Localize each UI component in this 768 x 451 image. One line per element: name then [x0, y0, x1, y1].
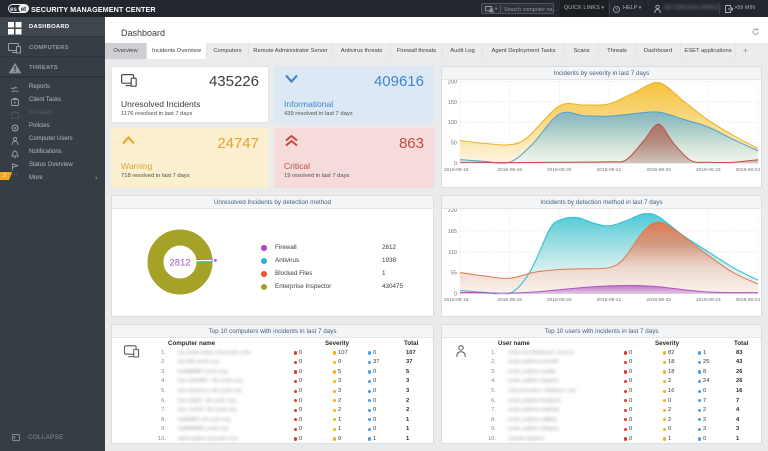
svg-text:55: 55	[451, 271, 457, 277]
svg-text:2018-08-22: 2018-08-22	[646, 297, 671, 303]
svg-text:2018-08-18: 2018-08-18	[444, 297, 469, 303]
svg-text:es: es	[10, 7, 17, 13]
svg-text:2018-08-23: 2018-08-23	[696, 297, 721, 303]
svg-text:2018-08-20: 2018-08-20	[547, 167, 572, 173]
svg-text:2018-08-22: 2018-08-22	[646, 167, 671, 173]
svg-text:110: 110	[448, 250, 457, 256]
svg-text:2018-08-23: 2018-08-23	[696, 167, 721, 173]
svg-text:50: 50	[451, 141, 457, 147]
svg-text:0: 0	[454, 292, 457, 298]
svg-text:2018-08-19: 2018-08-19	[497, 297, 522, 303]
svg-text:220: 220	[448, 209, 457, 214]
svg-text:et: et	[21, 7, 26, 13]
svg-text:2018-08-24: 2018-08-24	[735, 167, 760, 173]
svg-text:200: 200	[448, 80, 457, 86]
svg-text:2018-08-18: 2018-08-18	[444, 167, 469, 173]
svg-text:100: 100	[448, 120, 457, 126]
svg-text:2018-08-21: 2018-08-21	[597, 297, 622, 303]
svg-text:?: ?	[615, 7, 618, 12]
svg-text:2812: 2812	[169, 258, 190, 269]
svg-text:2018-08-19: 2018-08-19	[497, 167, 522, 173]
svg-text:150: 150	[448, 100, 457, 106]
svg-text:0: 0	[454, 161, 457, 167]
svg-text:165: 165	[448, 229, 457, 235]
svg-text:2018-08-21: 2018-08-21	[597, 167, 622, 173]
svg-text:2018-08-20: 2018-08-20	[547, 297, 572, 303]
svg-text:2018-08-24: 2018-08-24	[735, 297, 760, 303]
